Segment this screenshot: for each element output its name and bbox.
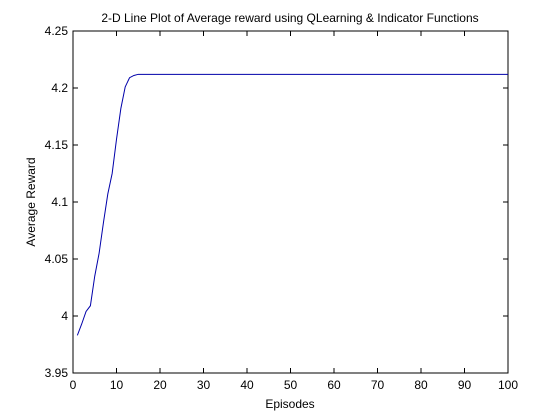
x-tick-label: 100 xyxy=(498,378,518,392)
x-tick-label: 60 xyxy=(327,378,341,392)
series-layer xyxy=(76,73,508,336)
y-tick-label: 4 xyxy=(61,309,68,323)
y-tick-label: 4.25 xyxy=(45,24,69,38)
plot-area xyxy=(72,30,509,374)
x-tick-label: 10 xyxy=(110,378,124,392)
x-tick-label: 0 xyxy=(70,378,77,392)
x-tick-label: 30 xyxy=(197,378,211,392)
x-tick-label: 40 xyxy=(240,378,254,392)
x-tick-label: 70 xyxy=(371,378,385,392)
y-axis-label: Average Reward xyxy=(24,157,38,246)
chart-title: 2-D Line Plot of Average reward using QL… xyxy=(101,11,478,25)
x-tick-label: 50 xyxy=(284,378,298,392)
axis-ticks: 0 10 20 30 40 50 60 70 80 90 100 3.95 4 4.05 4.1 4.15 4.… xyxy=(45,24,519,392)
x-tick-label: 20 xyxy=(153,378,167,392)
y-tick-label: 4.05 xyxy=(45,252,69,266)
x-axis-label: Episodes xyxy=(265,397,314,411)
x-tick-label: 90 xyxy=(458,378,472,392)
y-tick-label: 4.15 xyxy=(45,138,69,152)
y-tick-label: 4.2 xyxy=(51,81,68,95)
x-tick-label: 80 xyxy=(414,378,428,392)
y-tick-label: 3.95 xyxy=(45,366,69,380)
y-tick-label: 4.1 xyxy=(51,195,68,209)
series-line xyxy=(76,73,508,336)
